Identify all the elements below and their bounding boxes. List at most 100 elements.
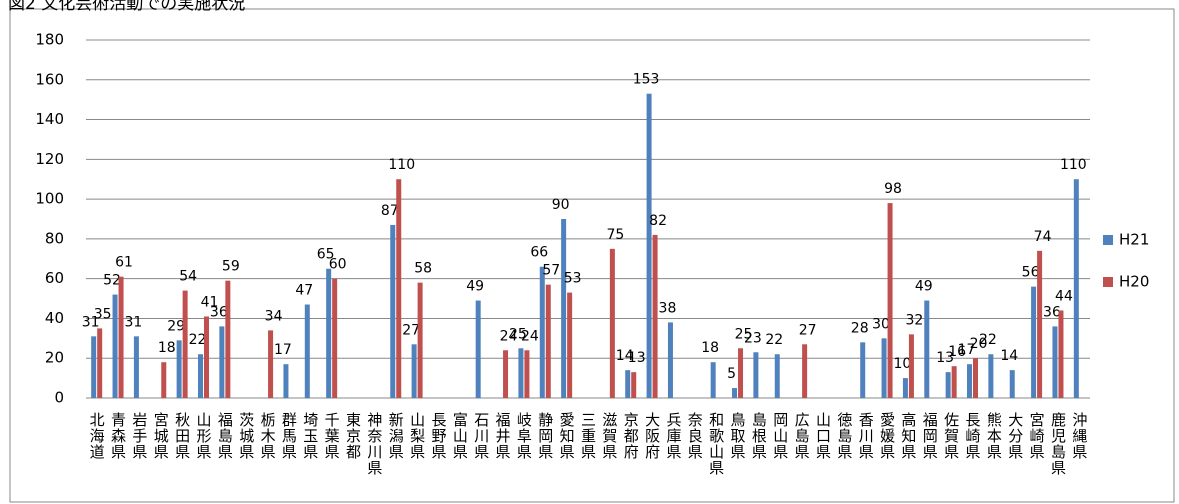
x-tick-label: 岩手県 [130, 412, 148, 460]
value-label: 44 [1055, 288, 1073, 304]
bar [133, 336, 139, 398]
value-label: 54 [179, 269, 197, 285]
bar [881, 338, 887, 398]
bar [283, 364, 289, 398]
x-tick-label: 広島県 [793, 412, 811, 460]
x-tick-label: 奈良県 [686, 412, 704, 460]
bar [646, 93, 652, 398]
legend-label: H21 [1119, 231, 1149, 249]
bar [97, 328, 103, 398]
legend-swatch [1103, 277, 1113, 287]
value-label: 34 [265, 308, 283, 324]
y-tick-label: 0 [54, 389, 64, 407]
bar [304, 304, 310, 398]
bar [118, 276, 124, 398]
value-label: 153 [633, 72, 660, 88]
chart-frame [9, 8, 1175, 503]
y-tick-label: 60 [45, 269, 64, 287]
value-label: 25 [509, 326, 527, 342]
x-tick-label: 鹿児島県 [1049, 412, 1067, 476]
value-label: 24 [500, 328, 518, 344]
bar [924, 300, 930, 398]
value-label: 5 [727, 366, 736, 382]
bar [652, 234, 658, 398]
bar [176, 340, 182, 398]
x-tick-label: 新潟県 [387, 412, 405, 460]
value-label: 31 [82, 314, 100, 330]
x-tick-label: 富山県 [451, 411, 469, 460]
value-label: 87 [381, 203, 399, 219]
bar [112, 294, 118, 398]
y-tick-label: 180 [35, 31, 64, 49]
bar [1009, 370, 1015, 398]
x-tick-label: 和歌山県 [707, 412, 725, 476]
bar [988, 354, 994, 398]
bar [732, 388, 738, 398]
chart-title: 図2 文化芸術活動での実施状況 [8, 0, 245, 14]
x-tick-label: 大阪府 [643, 412, 661, 460]
value-label: 38 [659, 300, 677, 316]
bar [945, 372, 951, 398]
value-label: 35 [94, 306, 112, 322]
bar [609, 248, 615, 398]
bar [967, 364, 973, 398]
value-label: 22 [765, 332, 783, 348]
bar [161, 362, 167, 398]
value-label: 27 [402, 322, 420, 338]
x-tick-label: 福井県 [494, 412, 512, 460]
x-tick-label: 沖縄県 [1070, 412, 1088, 460]
value-label: 60 [329, 257, 347, 273]
value-label: 110 [1060, 157, 1087, 173]
y-tick-label: 120 [35, 150, 64, 168]
value-label: 18 [701, 340, 719, 356]
value-label: 36 [1043, 304, 1061, 320]
bar [753, 352, 759, 398]
bar [1052, 326, 1058, 398]
value-label: 17 [274, 342, 292, 358]
value-label: 57 [542, 263, 560, 279]
bar [417, 282, 423, 398]
bar [182, 290, 188, 398]
x-tick-label: 福島県 [216, 412, 234, 460]
value-label: 49 [915, 279, 933, 295]
y-tick-label: 100 [35, 190, 64, 208]
bar [1058, 310, 1064, 398]
value-label: 14 [616, 348, 634, 364]
value-label: 23 [744, 330, 762, 346]
bar [545, 284, 551, 398]
value-label: 52 [103, 273, 121, 289]
y-tick-label: 20 [45, 349, 64, 367]
x-tick-label: 山梨県 [408, 412, 426, 460]
x-tick-label: 兵庫県 [664, 412, 682, 460]
x-tick-label: 島根県 [750, 412, 768, 460]
bar [1031, 286, 1037, 398]
x-tick-label: 宮城県 [152, 412, 170, 460]
value-label: 24 [521, 328, 539, 344]
bar [326, 268, 332, 398]
bar [631, 372, 637, 398]
x-tick-label: 鳥取県 [729, 411, 747, 460]
value-label: 58 [414, 261, 432, 277]
value-label: 90 [552, 197, 570, 213]
y-tick-label: 140 [35, 110, 64, 128]
value-label: 110 [388, 157, 415, 173]
bar [396, 179, 402, 398]
x-tick-label: 青森県 [109, 412, 127, 460]
bar [475, 300, 481, 398]
bar [225, 280, 231, 398]
value-label: 16 [948, 344, 966, 360]
value-label: 61 [115, 255, 133, 271]
value-label: 18 [158, 340, 176, 356]
bar [802, 344, 808, 398]
bar [902, 378, 908, 398]
x-tick-label: 栃木県 [259, 412, 277, 460]
x-tick-label: 岡山県 [771, 412, 789, 460]
value-label: 53 [564, 271, 582, 287]
x-tick-label: 佐賀県 [942, 412, 960, 460]
bar [390, 224, 396, 398]
x-tick-label: 群馬県 [280, 412, 298, 460]
value-label: 36 [210, 304, 228, 320]
x-tick-label: 高知県 [899, 412, 917, 460]
value-label: 65 [317, 247, 335, 263]
value-label: 14 [1000, 348, 1018, 364]
